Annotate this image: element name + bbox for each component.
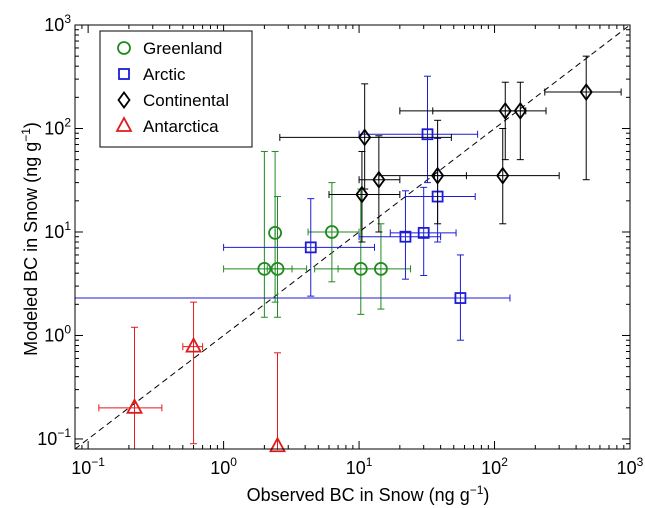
greenland-point xyxy=(337,223,412,310)
data-point-marker xyxy=(270,261,285,276)
greenland-point xyxy=(307,182,360,283)
legend-item-arctic: Arctic xyxy=(118,65,186,84)
legend-box xyxy=(99,30,253,148)
legend-marker xyxy=(117,41,131,55)
y-tick-label: 100 xyxy=(44,322,71,345)
continental-point xyxy=(544,55,622,181)
data-point-marker xyxy=(498,101,512,120)
legend-marker xyxy=(118,68,130,80)
data-point-marker xyxy=(324,225,339,239)
arctic-point xyxy=(223,198,375,297)
data-point-marker xyxy=(454,292,467,304)
data-point-marker xyxy=(496,166,510,185)
data-point-marker xyxy=(579,83,593,102)
continental-point xyxy=(433,127,560,225)
continental-point xyxy=(279,83,452,190)
data-point-marker xyxy=(126,397,144,414)
legend-marker xyxy=(115,116,133,132)
legend: Greenland Arctic Continental Antarctica xyxy=(99,30,253,148)
legend-marker xyxy=(117,90,131,110)
arctic-point xyxy=(358,190,442,280)
y-tick-label: 103 xyxy=(44,12,71,35)
x-tick-label: 100 xyxy=(210,455,237,478)
series-antarctica xyxy=(98,301,287,453)
y-tick-label: 101 xyxy=(44,219,71,242)
continental-point xyxy=(432,81,547,161)
continental-point xyxy=(399,81,527,161)
plot-frame xyxy=(74,24,631,450)
legend-label: Continental xyxy=(143,91,229,110)
one-to-one-line xyxy=(74,24,631,450)
series-greenland xyxy=(223,150,412,318)
reference-line-layer xyxy=(74,24,631,450)
greenland-point xyxy=(223,150,308,318)
greenland-point xyxy=(268,150,283,303)
x-tick-label: 10−1 xyxy=(71,455,105,478)
x-tick-label: 101 xyxy=(346,455,373,478)
data-point-marker xyxy=(358,128,372,147)
axis-ticks: 10−1 100 101 102 103 10−1 100 101 102 103 xyxy=(37,12,643,478)
x-axis-label: Observed BC in Snow (ng g−1) xyxy=(247,483,490,505)
data-point-marker xyxy=(355,185,369,204)
data-point-marker xyxy=(513,101,527,120)
legend-item-greenland: Greenland xyxy=(117,39,222,58)
y-tick-label: 102 xyxy=(44,115,71,138)
legend-item-antarctica: Antarctica xyxy=(115,116,219,136)
data-point-marker xyxy=(304,241,317,254)
greenland-point xyxy=(266,196,293,318)
x-tick-label: 102 xyxy=(481,455,508,478)
data-point-marker xyxy=(417,226,430,239)
y-tick-label: 10−1 xyxy=(37,426,71,449)
data-point-marker xyxy=(268,225,283,240)
series-arctic xyxy=(74,75,511,341)
series-continental xyxy=(279,55,622,243)
legend-label: Antarctica xyxy=(143,117,219,136)
antarctica-point xyxy=(268,352,287,453)
data-point-marker xyxy=(421,128,434,141)
data-point-marker xyxy=(185,336,203,353)
antarctica-point xyxy=(98,326,163,450)
greenland-point xyxy=(314,188,388,315)
x-tick-label: 103 xyxy=(617,455,644,478)
legend-label: Greenland xyxy=(143,39,222,58)
arctic-point xyxy=(404,138,476,243)
y-axis-label: Modeled BC in Snow (ng g−1) xyxy=(19,122,41,356)
legend-label: Arctic xyxy=(143,65,186,84)
data-point-marker xyxy=(399,230,412,243)
continental-point xyxy=(328,150,401,243)
legend-item-continental: Continental xyxy=(117,90,229,110)
data-point-marker xyxy=(268,436,287,453)
antarctica-point xyxy=(182,301,204,445)
data-point-marker xyxy=(374,261,388,276)
arctic-point xyxy=(389,186,457,276)
data-point-marker xyxy=(372,170,386,189)
continental-point xyxy=(358,135,401,233)
arctic-point xyxy=(358,75,479,184)
data-layer xyxy=(74,55,622,453)
